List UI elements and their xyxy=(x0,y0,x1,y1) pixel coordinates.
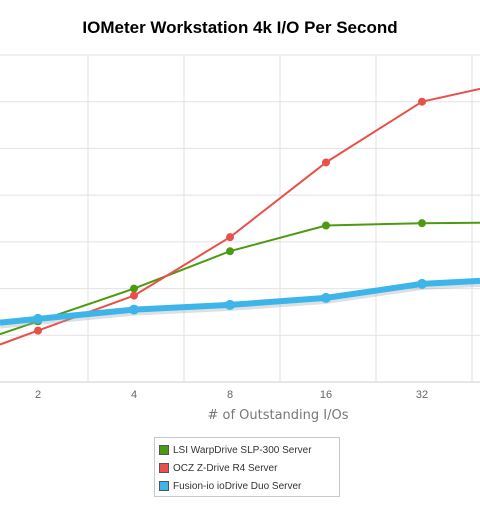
legend-label: LSI WarpDrive SLP-300 Server xyxy=(173,444,312,456)
legend-swatch xyxy=(159,445,169,455)
legend-swatch xyxy=(159,481,169,491)
series-line xyxy=(0,277,480,326)
series-points xyxy=(33,97,427,335)
legend-item[interactable]: Fusion-io ioDrive Duo Server xyxy=(159,477,339,495)
data-point xyxy=(322,221,330,230)
data-point xyxy=(226,247,234,256)
x-tick-label: 16 xyxy=(320,389,332,401)
data-point xyxy=(34,326,42,335)
data-point xyxy=(225,299,235,310)
x-tick-label: 8 xyxy=(227,389,233,401)
data-point xyxy=(129,304,139,315)
data-point xyxy=(130,291,138,300)
chart-title: IOMeter Workstation 4k I/O Per Second xyxy=(82,18,398,37)
series-lines xyxy=(0,87,480,346)
data-point xyxy=(33,313,43,324)
legend-label: OCZ Z-Drive R4 Server xyxy=(173,462,278,474)
legend: LSI WarpDrive SLP-300 Server OCZ Z-Drive… xyxy=(154,437,340,497)
legend-item[interactable]: OCZ Z-Drive R4 Server xyxy=(159,459,339,477)
line-chart: 2 4 8 16 32 # of Outstanding I/Os xyxy=(0,54,480,423)
x-tick-label: 2 xyxy=(35,389,41,401)
legend-item[interactable]: LSI WarpDrive SLP-300 Server xyxy=(159,441,339,459)
grid-lines xyxy=(0,54,480,383)
legend-swatch xyxy=(159,463,169,473)
data-point xyxy=(418,219,426,228)
data-point xyxy=(226,233,234,242)
x-tick-label: 32 xyxy=(416,389,428,401)
data-point xyxy=(321,292,331,303)
data-point xyxy=(418,97,426,106)
data-point xyxy=(130,284,138,293)
x-tick-label: 4 xyxy=(131,389,137,401)
x-tick-labels: 2 4 8 16 32 xyxy=(35,389,428,401)
x-axis-label: # of Outstanding I/Os xyxy=(207,408,348,423)
legend-label: Fusion-io ioDrive Duo Server xyxy=(173,480,302,492)
data-point xyxy=(322,158,330,167)
data-point xyxy=(417,278,427,289)
